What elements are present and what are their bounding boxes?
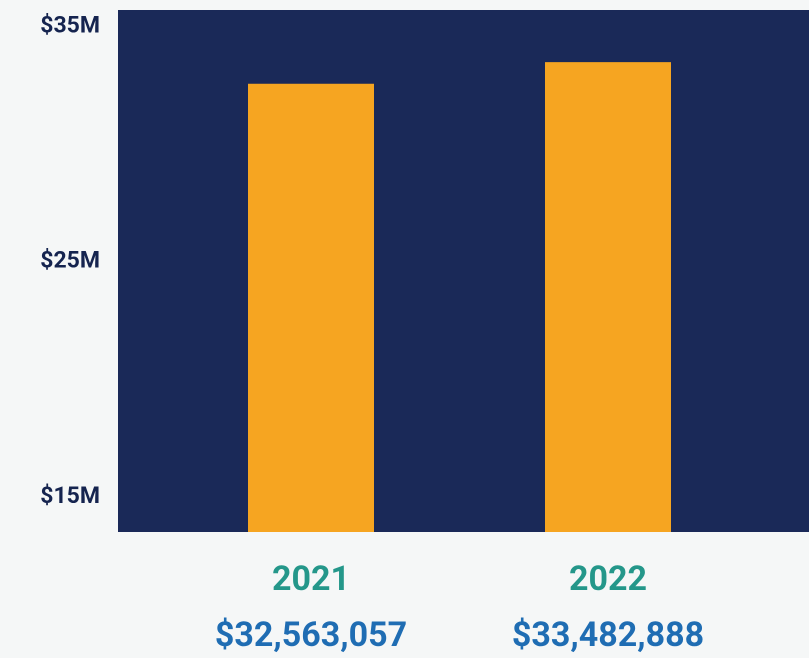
bar	[248, 83, 374, 532]
plot-area	[118, 10, 809, 532]
y-tick-label: $25M	[40, 247, 100, 274]
x-tick-label: 2022	[569, 559, 647, 599]
y-tick-label: $15M	[40, 482, 100, 509]
value-label: $32,563,057	[215, 615, 407, 655]
value-label: $33,482,888	[512, 615, 704, 655]
x-tick-label: 2021	[272, 559, 350, 599]
bar	[545, 62, 671, 533]
y-tick-label: $35M	[40, 12, 100, 39]
